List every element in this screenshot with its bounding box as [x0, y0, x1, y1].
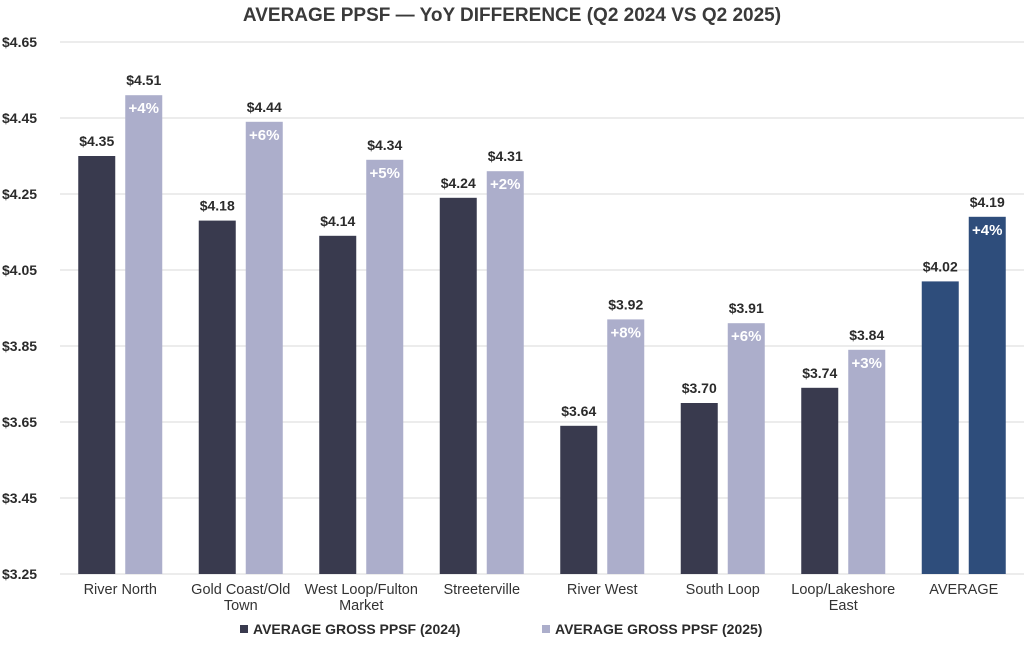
bar-2025 [607, 319, 645, 574]
data-labels: $4.35 $4.51 +4% $4.18 $4.44 +6% $4.14 $4.34 +5% $… [79, 72, 1005, 419]
x-tick-label: River North [84, 582, 157, 598]
value-label: $3.70 [682, 380, 717, 396]
bar-2025 [125, 95, 163, 574]
x-tick-label: East [829, 598, 858, 614]
chart-title: AVERAGE PPSF — YoY DIFFERENCE (Q2 2024 V… [243, 5, 781, 26]
x-tick-label: Market [339, 598, 383, 614]
bar-2024 [680, 403, 718, 574]
y-tick-label: $3.25 [2, 566, 37, 582]
legend-label: AVERAGE GROSS PPSF (2024) [253, 621, 460, 637]
legend-swatch [542, 625, 550, 633]
bar-2024 [439, 197, 477, 575]
x-tick-label: South Loop [686, 582, 760, 598]
yoy-change-label: +4% [129, 100, 159, 117]
value-label: $4.14 [320, 213, 355, 229]
value-label: $4.24 [441, 175, 476, 191]
bars [78, 95, 1006, 575]
bar-2025 [245, 121, 283, 575]
value-label: $3.91 [729, 300, 764, 316]
legend: AVERAGE GROSS PPSF (2024) AVERAGE GROSS P… [240, 621, 762, 637]
y-tick-label: $3.85 [2, 338, 37, 354]
y-tick-label: $4.65 [2, 34, 37, 50]
yoy-change-label: +2% [490, 176, 520, 193]
value-label: $4.02 [923, 258, 958, 274]
y-tick-label: $4.25 [2, 186, 37, 202]
yoy-change-label: +6% [731, 328, 761, 345]
value-label: $4.31 [488, 148, 523, 164]
value-label: $4.44 [247, 99, 282, 115]
yoy-change-label: +3% [852, 355, 882, 372]
x-tick-label: Streeterville [443, 582, 520, 598]
x-tick-label: West Loop/Fulton [305, 582, 418, 598]
y-tick-label: $4.45 [2, 110, 37, 126]
yoy-change-label: +4% [972, 222, 1002, 239]
legend-swatch [240, 625, 248, 633]
bar-2024 [801, 387, 839, 574]
bar-2024 [319, 235, 357, 575]
value-label: $4.34 [367, 137, 402, 153]
x-tick-label: Gold Coast/Old [191, 582, 290, 598]
bar-2025 [366, 159, 404, 575]
bar-2025 [486, 171, 524, 574]
y-axis: $3.25 $3.45 $3.65 $3.85 $4.05 $4.25 $4.45 $4.65 [2, 34, 37, 582]
value-label: $3.92 [608, 296, 643, 312]
value-label: $3.84 [849, 327, 884, 343]
bar-2025 [968, 216, 1006, 575]
value-label: $3.74 [802, 365, 837, 381]
x-tick-label: Town [224, 598, 258, 614]
x-tick-label: River West [567, 582, 638, 598]
x-tick-label: Loop/Lakeshore [791, 582, 895, 598]
value-label: $4.51 [126, 72, 161, 88]
value-label: $3.64 [561, 403, 596, 419]
bar-2025 [727, 323, 765, 574]
bar-2024 [198, 220, 236, 574]
bar-2025 [848, 349, 886, 574]
bar-2024 [921, 281, 959, 574]
bar-2024 [78, 156, 116, 574]
value-label: $4.18 [200, 198, 235, 214]
y-tick-label: $3.65 [2, 414, 37, 430]
yoy-change-label: +8% [611, 324, 641, 341]
x-tick-label: AVERAGE [929, 582, 998, 598]
bar-2024 [560, 425, 598, 574]
legend-label: AVERAGE GROSS PPSF (2025) [555, 621, 762, 637]
yoy-change-label: +6% [249, 127, 279, 144]
value-label: $4.19 [970, 194, 1005, 210]
yoy-change-label: +5% [370, 165, 400, 182]
y-tick-label: $3.45 [2, 490, 37, 506]
value-label: $4.35 [79, 133, 114, 149]
y-tick-label: $4.05 [2, 262, 37, 278]
